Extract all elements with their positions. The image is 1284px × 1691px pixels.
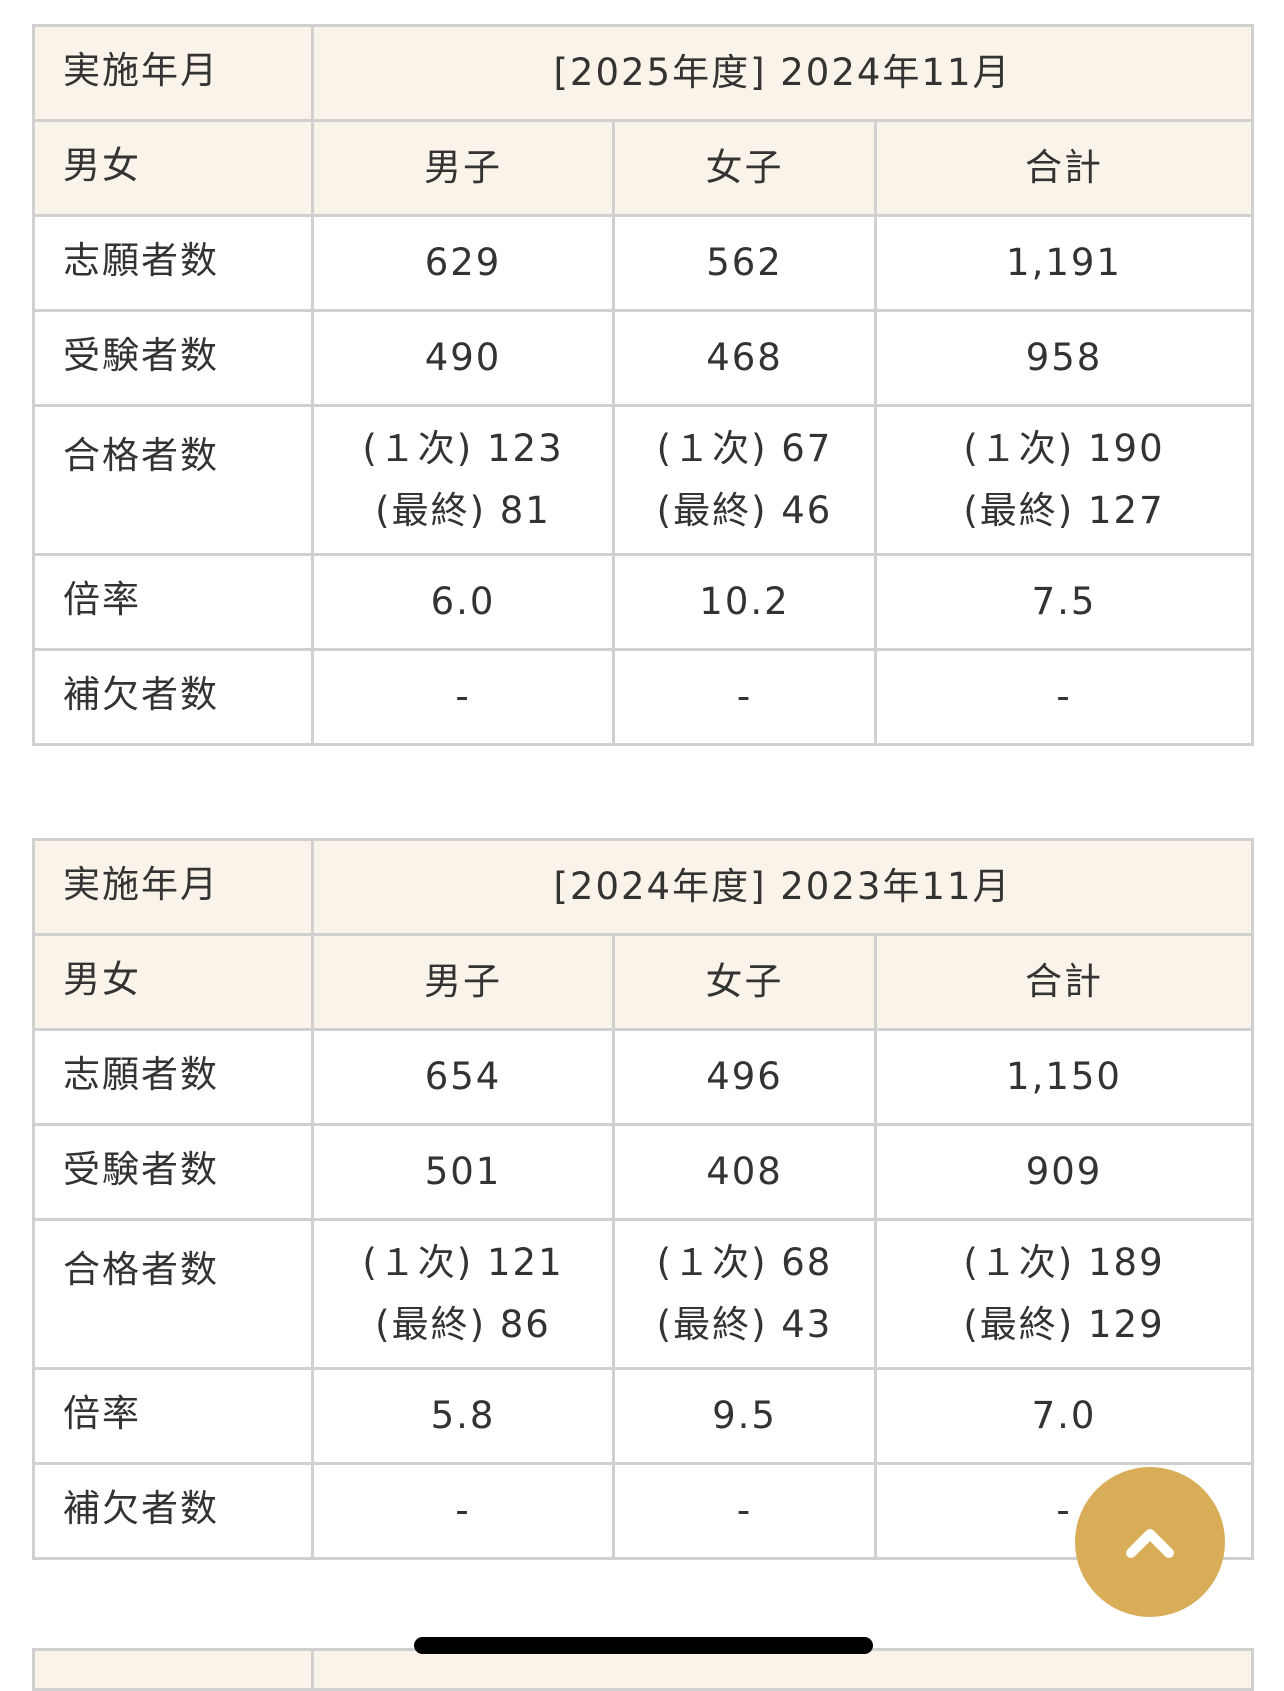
final-round: (最終) 129 (963, 1303, 1165, 1346)
row-label: 補欠者数 (32, 648, 314, 746)
row-label: 合格者数 (32, 404, 314, 556)
row-label: 補欠者数 (32, 1462, 314, 1560)
scroll-to-top-button[interactable] (1075, 1467, 1225, 1617)
column-header: 合計 (874, 933, 1254, 1031)
date-row: 実施年月 [2024年度] 2023年11月 (32, 838, 1254, 936)
table-row: 合格者数 (１次) 121 (最終) 86 (１次) 68 (最終) 43 (１次) 18… (32, 1218, 1254, 1370)
chevron-up-icon (1126, 1529, 1174, 1558)
table-row: 合格者数 (１次) 123 (最終) 81 (１次) 67 (最終) 46 (１次) 19… (32, 404, 1254, 556)
table-row: 倍率 5.8 9.5 7.0 (32, 1367, 1254, 1465)
value-cell: 1,191 (874, 214, 1254, 312)
value-cell: 5.8 (311, 1367, 615, 1465)
column-header: 女子 (612, 119, 877, 217)
pass-count-cell: (１次) 190 (最終) 127 (874, 404, 1254, 556)
table-row: 志願者数 629 562 1,191 (32, 214, 1254, 312)
value-cell: 6.0 (311, 553, 615, 651)
header-cell (32, 1648, 314, 1691)
row-label: 受験者数 (32, 1123, 314, 1221)
first-round: (１次) 121 (362, 1241, 564, 1284)
final-round: (最終) 81 (375, 489, 551, 532)
gender-row: 男女 男子 女子 合計 (32, 933, 1254, 1031)
value-cell: 629 (311, 214, 615, 312)
final-round: (最終) 127 (963, 489, 1165, 532)
row-label: 志願者数 (32, 214, 314, 312)
row-label: 倍率 (32, 553, 314, 651)
column-header: 合計 (874, 119, 1254, 217)
value-cell: 496 (612, 1028, 877, 1126)
date-value: [2024年度] 2023年11月 (311, 838, 1254, 936)
first-round: (１次) 68 (656, 1241, 833, 1284)
header-cell (311, 1648, 1254, 1691)
final-round: (最終) 86 (375, 1303, 551, 1346)
exam-results-table-2024: 実施年月 [2024年度] 2023年11月 男女 男子 女子 合計 志願者数 654 496 1… (32, 838, 1254, 1560)
first-round: (１次) 189 (963, 1241, 1165, 1284)
first-round: (１次) 123 (362, 427, 564, 470)
first-round: (１次) 67 (656, 427, 833, 470)
pass-count-cell: (１次) 68 (最終) 43 (612, 1218, 877, 1370)
value-cell: - (311, 1462, 615, 1560)
value-cell: 958 (874, 309, 1254, 407)
value-cell: 468 (612, 309, 877, 407)
home-indicator[interactable] (414, 1637, 873, 1654)
value-cell: 909 (874, 1123, 1254, 1221)
value-cell: 654 (311, 1028, 615, 1126)
pass-count-cell: (１次) 121 (最終) 86 (311, 1218, 615, 1370)
value-cell: - (612, 1462, 877, 1560)
row-label: 志願者数 (32, 1028, 314, 1126)
value-cell: 501 (311, 1123, 615, 1221)
row-label: 倍率 (32, 1367, 314, 1465)
gender-row: 男女 男子 女子 合計 (32, 119, 1254, 217)
column-header: 男子 (311, 933, 615, 1031)
row-label: 実施年月 (32, 838, 314, 936)
row-label: 実施年月 (32, 24, 314, 122)
value-cell: 562 (612, 214, 877, 312)
row-label: 合格者数 (32, 1218, 314, 1370)
column-header: 女子 (612, 933, 877, 1031)
value-cell: - (612, 648, 877, 746)
exam-results-table-2025: 実施年月 [2025年度] 2024年11月 男女 男子 女子 合計 志願者数 629 562 1… (32, 24, 1254, 746)
table-row: 補欠者数 - - - (32, 648, 1254, 746)
table-row: 志願者数 654 496 1,150 (32, 1028, 1254, 1126)
table-row: 補欠者数 - - - (32, 1462, 1254, 1560)
table-row: 受験者数 490 468 958 (32, 309, 1254, 407)
final-round: (最終) 43 (656, 1303, 833, 1346)
value-cell: - (311, 648, 615, 746)
date-row: 実施年月 [2025年度] 2024年11月 (32, 24, 1254, 122)
row-label: 受験者数 (32, 309, 314, 407)
final-round: (最終) 46 (656, 489, 833, 532)
column-header: 男子 (311, 119, 615, 217)
pass-count-cell: (１次) 67 (最終) 46 (612, 404, 877, 556)
row-label: 男女 (32, 933, 314, 1031)
value-cell: 1,150 (874, 1028, 1254, 1126)
value-cell: - (874, 648, 1254, 746)
table-row: 受験者数 501 408 909 (32, 1123, 1254, 1221)
value-cell: 7.0 (874, 1367, 1254, 1465)
value-cell: 7.5 (874, 553, 1254, 651)
pass-count-cell: (１次) 189 (最終) 129 (874, 1218, 1254, 1370)
exam-results-table-next (32, 1648, 1254, 1691)
first-round: (１次) 190 (963, 427, 1165, 470)
pass-count-cell: (１次) 123 (最終) 81 (311, 404, 615, 556)
value-cell: 9.5 (612, 1367, 877, 1465)
value-cell: 490 (311, 309, 615, 407)
date-value: [2025年度] 2024年11月 (311, 24, 1254, 122)
value-cell: 408 (612, 1123, 877, 1221)
table-row: 倍率 6.0 10.2 7.5 (32, 553, 1254, 651)
value-cell: 10.2 (612, 553, 877, 651)
row-label: 男女 (32, 119, 314, 217)
